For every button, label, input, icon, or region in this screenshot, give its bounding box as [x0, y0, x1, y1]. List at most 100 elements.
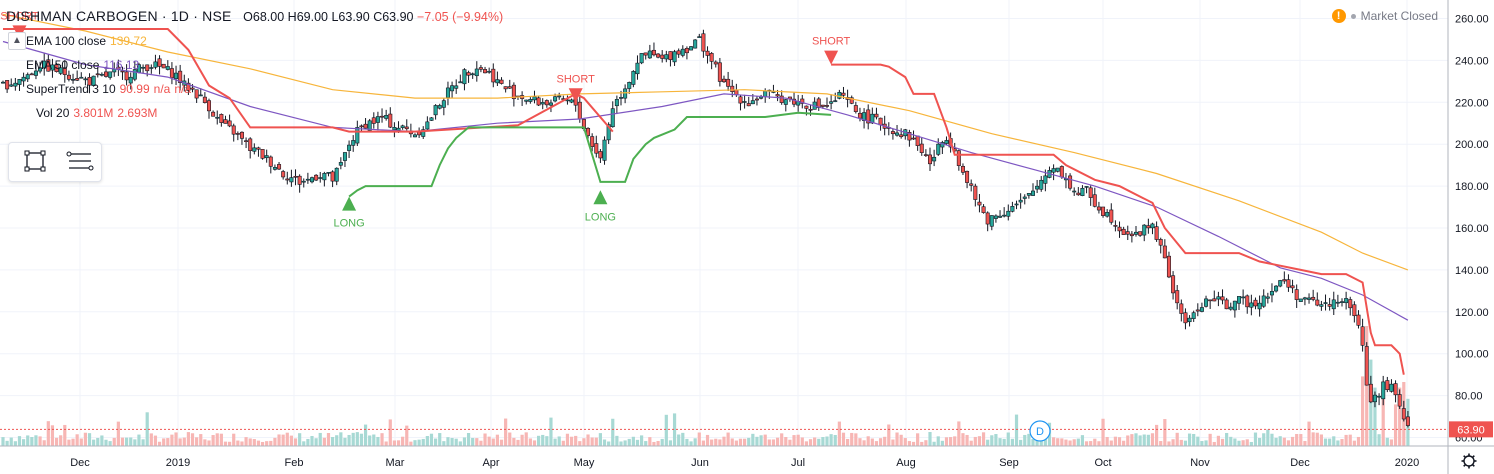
candle [470, 72, 475, 79]
warning-icon[interactable]: ! [1331, 9, 1346, 23]
volume-bar [771, 439, 776, 446]
candle-body [1158, 239, 1163, 246]
volume-bar [223, 441, 228, 446]
candle [272, 164, 277, 171]
candle [536, 96, 541, 107]
candle [1298, 298, 1303, 302]
candle-body [569, 99, 574, 103]
candle [9, 78, 14, 87]
volume-bar [38, 436, 42, 446]
volume-bar [668, 440, 673, 446]
candle-body [281, 171, 286, 178]
volume-bar [796, 434, 800, 446]
candle [491, 63, 496, 88]
y-tick-label: 200.00 [1455, 139, 1489, 151]
volume-bar [260, 441, 265, 446]
candle-body [239, 131, 244, 139]
candle [433, 104, 438, 120]
candle [1006, 204, 1011, 221]
legend-volume[interactable]: Vol 20 3.801M 2.693M [36, 106, 157, 120]
candle [1138, 231, 1143, 237]
symbol-title[interactable]: DISHMAN CARBOGEN · 1D · NSE [6, 8, 232, 24]
volume-bar [780, 433, 784, 446]
candle-body [553, 96, 558, 102]
volume-bar [1068, 440, 1072, 446]
volume-bar [594, 437, 598, 446]
candle [1385, 376, 1390, 393]
volume-bar [1159, 441, 1163, 446]
candle-body [726, 78, 731, 87]
y-tick-label: 260.00 [1455, 13, 1489, 25]
y-tick-label: 100.00 [1455, 349, 1489, 361]
candle-body [260, 149, 265, 159]
rectangle-tool-button[interactable] [17, 148, 53, 176]
candle-body [1224, 299, 1229, 310]
candle-body [215, 116, 220, 119]
candle-body [1080, 187, 1085, 196]
candle [1129, 231, 1134, 243]
candle [174, 65, 179, 86]
candle [388, 107, 393, 129]
volume-bar [495, 434, 499, 446]
candle-body [1199, 307, 1204, 312]
volume-bar [34, 435, 38, 446]
candle-body [606, 124, 611, 141]
candle [1311, 289, 1316, 302]
supertrend-short-line [3, 28, 614, 133]
candle-body [178, 70, 183, 83]
volume-bar [59, 435, 63, 446]
candle [231, 123, 236, 142]
volume-bar [1373, 387, 1377, 446]
volume-bar [1076, 438, 1080, 446]
candle-body [149, 67, 154, 69]
gear-tooth [1471, 463, 1475, 467]
collapse-legend-toggle[interactable]: ▲ [8, 32, 26, 50]
candle [1294, 284, 1299, 308]
volume-bar [557, 436, 561, 446]
volume-bar [421, 438, 425, 446]
candle [17, 78, 22, 91]
candle [895, 125, 900, 137]
volume-bar [677, 434, 681, 446]
legend-value: n/a [153, 82, 171, 96]
volume-bar [1274, 437, 1278, 446]
candle [384, 109, 389, 121]
legend-supertrend[interactable]: SuperTrend 3 10 90.99 n/a n/a [26, 82, 191, 96]
volume-bar [672, 413, 677, 446]
volume-bar [92, 439, 96, 446]
fib-levels-tool-button[interactable] [59, 148, 95, 176]
candle-body [1249, 302, 1254, 308]
volume-bar [1171, 439, 1175, 446]
candle [651, 42, 656, 57]
candle [1204, 295, 1209, 308]
candle-body [804, 105, 809, 109]
volume-bar [1319, 434, 1323, 446]
volume-bar [936, 436, 940, 446]
candle [973, 183, 978, 207]
candle [1183, 308, 1188, 330]
candle [1084, 186, 1089, 194]
candle-body [1014, 203, 1019, 206]
candle-body [1043, 175, 1048, 184]
legend-label: Vol 20 [36, 106, 70, 120]
candle [1340, 298, 1345, 307]
volume-bar [104, 439, 108, 446]
candle-body [676, 50, 681, 55]
volume-bar [808, 439, 813, 446]
candle-body [165, 66, 170, 70]
candle [338, 157, 343, 170]
candle [21, 72, 26, 87]
candle [1101, 206, 1106, 218]
candle-body [454, 85, 459, 89]
volume-bar [763, 434, 767, 446]
volume-bar [281, 434, 285, 446]
candle [371, 112, 376, 129]
legend-ema50[interactable]: EMA 50 close 116.13 [26, 58, 139, 72]
legend-ema100[interactable]: EMA 100 close 139.72 [26, 34, 147, 48]
candle [1216, 291, 1221, 307]
volume-bar [767, 439, 771, 446]
volume-bar [1361, 376, 1365, 446]
volume-bar [306, 438, 310, 446]
candle-body [927, 154, 932, 165]
